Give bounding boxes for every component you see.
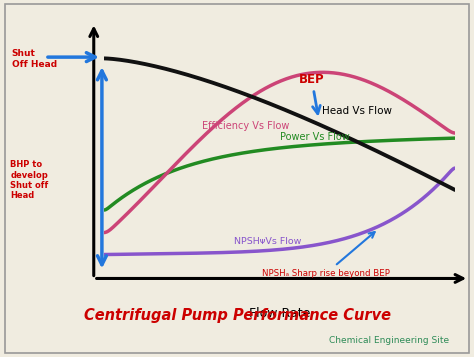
Text: Efficiency Vs Flow: Efficiency Vs Flow <box>202 121 290 131</box>
Text: BHP to
develop
Shut off
Head: BHP to develop Shut off Head <box>10 160 49 200</box>
Text: Centrifugal Pump Performance Curve: Centrifugal Pump Performance Curve <box>83 308 391 323</box>
Text: Power Vs Flow: Power Vs Flow <box>280 132 349 142</box>
Text: Shut
Off Head: Shut Off Head <box>12 49 57 69</box>
Text: NPSHₐ Sharp rise beyond BEP: NPSHₐ Sharp rise beyond BEP <box>262 232 390 278</box>
Text: Head Vs Flow: Head Vs Flow <box>322 106 392 116</box>
Text: Flow Rate: Flow Rate <box>249 307 310 320</box>
Text: NPSHᴪVs Flow: NPSHᴪVs Flow <box>234 237 301 246</box>
Text: Chemical Engineering Site: Chemical Engineering Site <box>328 336 449 346</box>
Text: BEP: BEP <box>299 73 325 114</box>
